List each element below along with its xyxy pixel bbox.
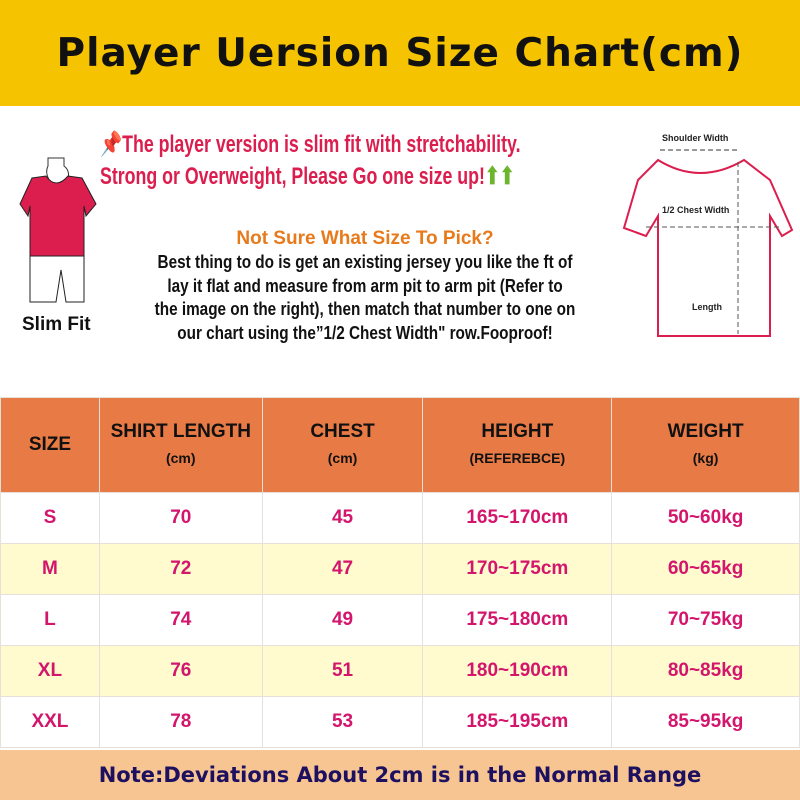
table-cell: 70 — [98, 492, 263, 544]
column-header: SIZE — [0, 397, 100, 493]
pushpin-icon: 📌 — [100, 131, 123, 158]
table-cell: XL — [0, 645, 100, 697]
column-header: CHEST (cm) — [261, 397, 424, 493]
table-cell: 76 — [98, 645, 263, 697]
table-cell: 80~85kg — [611, 645, 800, 697]
info-section: Slim Fit 📌The player version is slim fit… — [0, 106, 800, 396]
column-header-title: SIZE — [28, 434, 72, 455]
column-header-unit: (cm) — [165, 450, 196, 466]
table-cell: 85~95kg — [611, 696, 800, 748]
slim-fit-figure-icon — [19, 157, 97, 303]
table-cell: M — [0, 543, 100, 595]
table-cell: 45 — [261, 492, 424, 544]
column-header-title: CHEST — [310, 421, 375, 442]
table-cell: 49 — [261, 594, 424, 646]
column-header-unit: (cm) — [327, 450, 358, 466]
column-header: WEIGHT (kg) — [611, 397, 800, 493]
table-cell: 47 — [261, 543, 424, 595]
table-cell: 78 — [98, 696, 263, 748]
title-banner: Player Uersion Size Chart(cm) — [0, 0, 800, 106]
table-cell: 70~75kg — [611, 594, 800, 646]
table-cell: 175~180cm — [422, 594, 613, 646]
guide-text: Best thing to do is get an existing jers… — [154, 252, 576, 343]
table-cell: 51 — [261, 645, 424, 697]
up-arrows-icon: ⬆⬆ — [484, 163, 515, 190]
table-cell: 170~175cm — [422, 543, 613, 595]
table-cell: 74 — [98, 594, 263, 646]
tshirt-diagram-icon — [622, 149, 794, 337]
table-cell: XXL — [0, 696, 100, 748]
chest-width-label: 1/2 Chest Width — [662, 205, 730, 215]
note-banner: Note:Deviations About 2cm is in the Norm… — [0, 750, 800, 800]
table-cell: L — [0, 594, 100, 646]
column-header-title: SHIRT LENGTH — [110, 421, 251, 442]
size-table: SIZE SHIRT LENGTH (cm) CHEST (cm) HEIGHT (REFE… — [0, 397, 800, 748]
column-header: HEIGHT (REFEREBCE) — [422, 397, 613, 493]
notice-line-2: Strong or Overweight, Please Go one size… — [100, 163, 515, 190]
guide-heading: Not Sure What Size To Pick? — [236, 228, 494, 249]
table-cell: 165~170cm — [422, 492, 613, 544]
table-cell: 185~195cm — [422, 696, 613, 748]
table-cell: 53 — [261, 696, 424, 748]
notice-line-1: 📌The player version is slim fit with str… — [100, 131, 521, 158]
table-header-row: SIZE SHIRT LENGTH (cm) CHEST (cm) HEIGHT (REFE… — [0, 397, 800, 493]
table-cell: 60~65kg — [611, 543, 800, 595]
table-row: XXL 78 53 185~195cm 85~95kg — [0, 696, 800, 748]
note-text: Note:Deviations About 2cm is in the Norm… — [98, 763, 702, 787]
column-header-title: WEIGHT — [667, 421, 744, 442]
column-header: SHIRT LENGTH (cm) — [98, 397, 263, 493]
table-cell: 50~60kg — [611, 492, 800, 544]
table-row: M 72 47 170~175cm 60~65kg — [0, 543, 800, 595]
shoulder-width-label: Shoulder Width — [662, 133, 729, 143]
length-label: Length — [692, 302, 722, 312]
slim-fit-label: Slim Fit — [22, 314, 91, 336]
table-cell: S — [0, 492, 100, 544]
table-cell: 72 — [98, 543, 263, 595]
table-cell: 180~190cm — [422, 645, 613, 697]
column-header-unit: (REFEREBCE) — [469, 450, 566, 466]
table-row: XL 76 51 180~190cm 80~85kg — [0, 645, 800, 697]
table-row: L 74 49 175~180cm 70~75kg — [0, 594, 800, 646]
table-row: S 70 45 165~170cm 50~60kg — [0, 492, 800, 544]
column-header-title: HEIGHT — [481, 421, 554, 442]
column-header-unit: (kg) — [692, 450, 719, 466]
page-title: Player Uersion Size Chart(cm) — [56, 30, 744, 76]
